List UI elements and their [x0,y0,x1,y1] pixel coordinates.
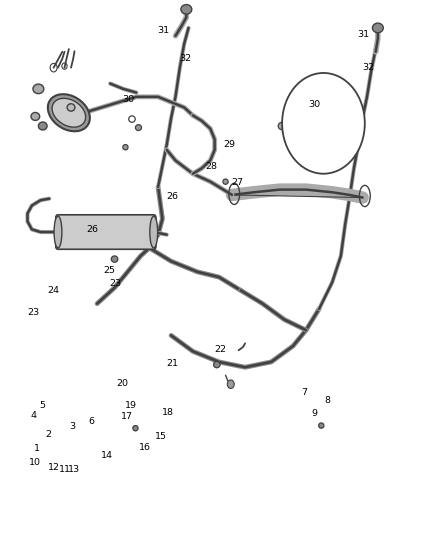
Text: 3: 3 [69,422,75,431]
Text: 5: 5 [39,401,45,410]
Ellipse shape [67,104,75,111]
Text: 13: 13 [68,465,80,474]
Text: 31: 31 [158,26,170,35]
Ellipse shape [278,122,286,130]
Ellipse shape [223,179,228,184]
Text: 14: 14 [101,451,113,461]
Text: 23: 23 [27,308,39,317]
Text: 30: 30 [122,95,134,104]
Text: 26: 26 [87,225,99,234]
Text: 12: 12 [48,463,60,472]
Ellipse shape [133,425,138,431]
Text: 15: 15 [155,432,167,441]
Text: 25: 25 [103,266,115,274]
Text: 21: 21 [166,359,178,368]
Ellipse shape [123,144,128,150]
Text: 11: 11 [60,465,71,473]
Text: 6: 6 [88,417,95,426]
Ellipse shape [31,112,40,120]
Ellipse shape [54,216,62,248]
Text: 8: 8 [324,395,330,405]
Ellipse shape [315,126,325,134]
Ellipse shape [372,23,383,33]
Ellipse shape [39,122,47,130]
Text: 27: 27 [232,178,244,187]
Ellipse shape [214,361,220,368]
Ellipse shape [346,126,353,133]
Text: 30: 30 [308,100,320,109]
Text: 29: 29 [223,140,235,149]
Ellipse shape [150,216,158,248]
FancyBboxPatch shape [56,215,156,249]
Ellipse shape [135,125,141,131]
Ellipse shape [319,423,324,428]
Text: 26: 26 [166,192,178,201]
Circle shape [227,380,234,389]
Text: 22: 22 [214,345,226,354]
Text: 17: 17 [121,411,133,421]
Text: 16: 16 [139,443,151,453]
Ellipse shape [111,256,118,262]
Text: 32: 32 [362,63,374,72]
Ellipse shape [48,94,90,131]
Text: 1: 1 [34,444,40,453]
Text: 9: 9 [312,409,318,418]
Ellipse shape [181,5,192,14]
Text: 24: 24 [48,286,60,295]
Text: 31: 31 [357,30,370,39]
Text: 19: 19 [125,401,137,410]
Ellipse shape [52,98,85,127]
Text: 4: 4 [30,411,36,420]
Text: 28: 28 [205,163,217,171]
Text: 10: 10 [29,458,41,467]
Circle shape [282,73,365,174]
Text: 20: 20 [117,378,128,387]
Text: 2: 2 [46,430,51,439]
Text: 18: 18 [162,408,173,417]
Ellipse shape [33,84,44,94]
Text: 32: 32 [179,54,191,63]
Text: 7: 7 [301,388,307,397]
Text: 23: 23 [110,279,122,288]
Ellipse shape [310,113,314,117]
